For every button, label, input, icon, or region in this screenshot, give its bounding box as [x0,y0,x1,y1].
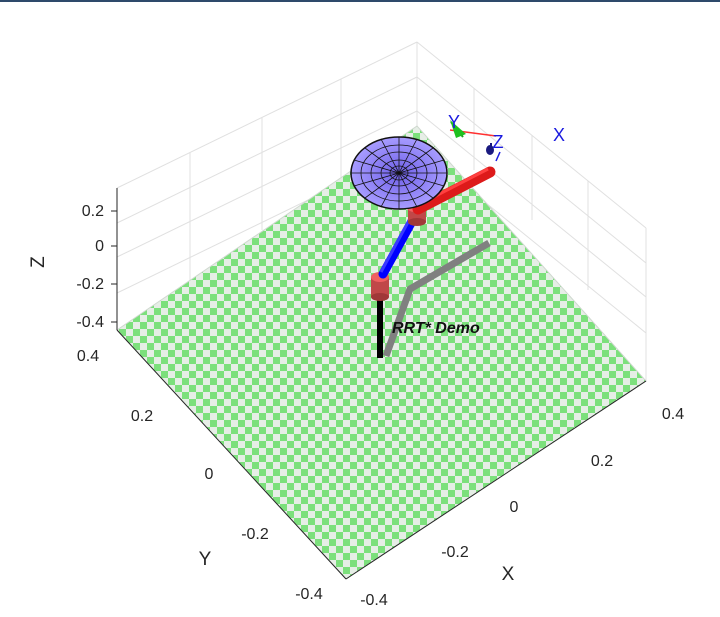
y-tick-label: 0.2 [131,408,153,425]
z-axis-label: Z [28,256,49,268]
x-axis: 0.4 0.2 0 -0.2 -0.4 X [345,380,684,609]
x-tick-label: 0.4 [662,406,684,423]
z-axis: 0.2 0 -0.2 -0.4 Z [28,188,118,331]
y-axis-label: Y [199,549,212,570]
frame-origin-mark [495,151,501,162]
x-tick-label: -0.2 [441,544,469,561]
x-axis-label: X [502,564,515,585]
y-tick-label: 0 [205,466,214,483]
y-tick-label: 0.4 [77,348,99,365]
target-disk [350,136,448,210]
frame-z-arrowhead [486,145,494,155]
upper-link-highlight [379,212,415,273]
z-tick-label: -0.4 [76,314,104,331]
x-tick-label: 0.2 [591,453,613,470]
end-effector-frame: Y Z X [448,112,565,162]
x-tick-label: 0 [510,499,519,516]
z-tick-label: 0.2 [82,203,104,220]
window-top-border [0,0,720,2]
frame-x-label: X [553,125,565,145]
z-tick-label: -0.2 [76,276,104,293]
y-tick-label: -0.4 [295,586,323,603]
z-tick-label: 0 [95,238,104,255]
frame-z-label: Z [493,132,504,152]
y-axis: 0.4 0.2 0 -0.2 -0.4 Y [77,329,347,603]
forearm-link [412,166,496,215]
planned-path [382,239,491,358]
frame-y-label: Y [448,112,460,132]
x-tick-label: -0.4 [360,592,388,609]
y-tick-label: -0.2 [241,526,269,543]
demo-annotation: RRT* Demo [392,320,480,337]
frame-y-arrowhead [450,120,466,138]
